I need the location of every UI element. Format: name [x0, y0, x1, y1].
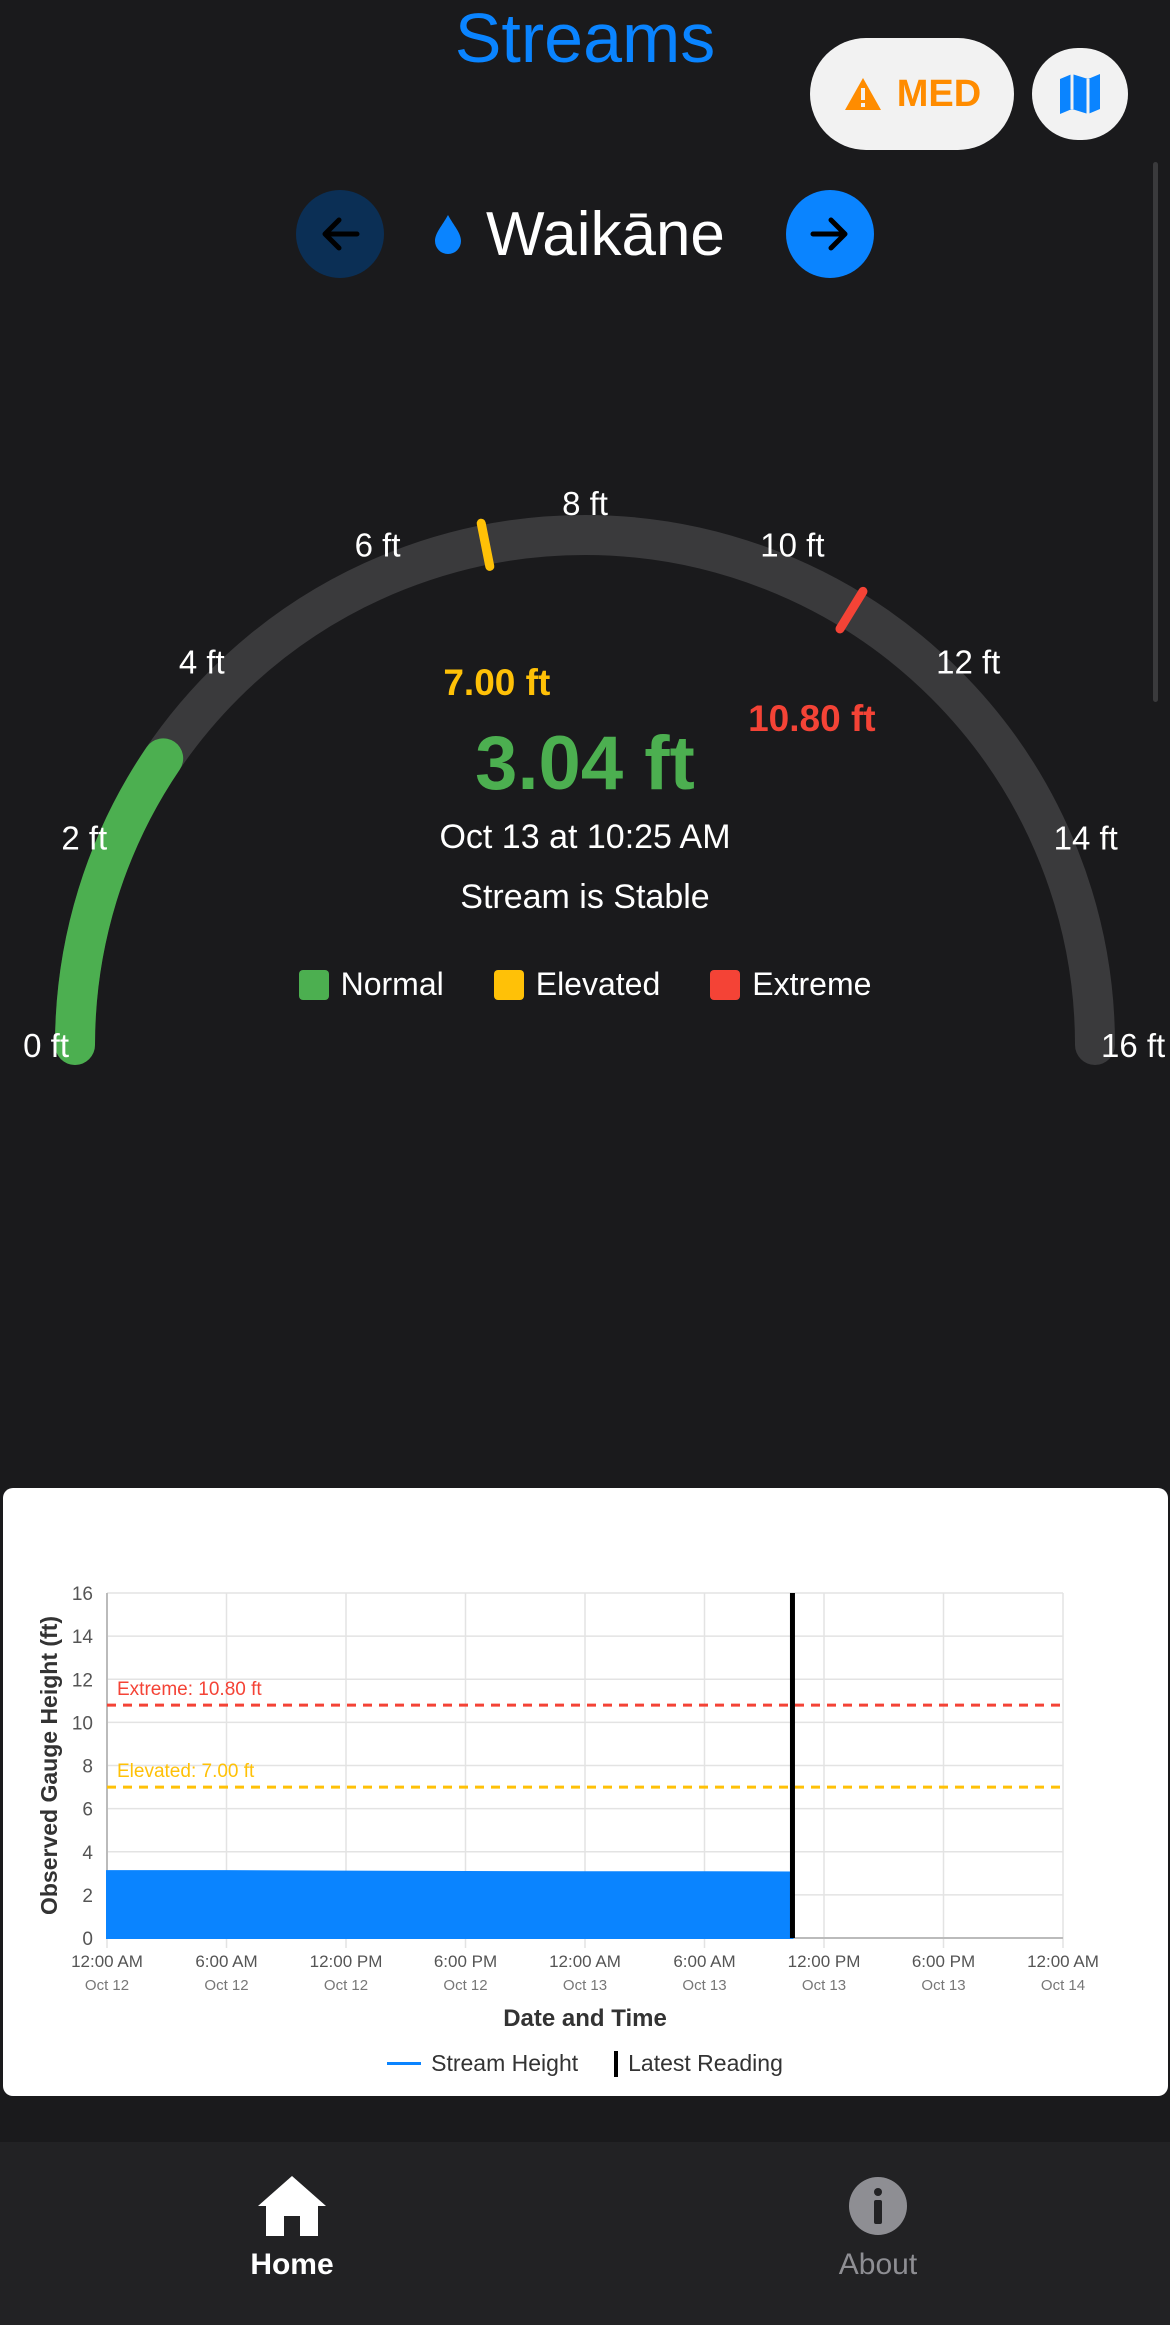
history-chart-card: 0 2 4 6 8 10 12 14 16 12:00 AM Oct 12 6:00 AM Oct 12… — [3, 1488, 1168, 2096]
chart-legend-stream-height: Stream Height — [387, 2050, 578, 2077]
chart-x-tick-time: 12:00 PM — [788, 1952, 861, 1971]
chart-x-tick-date: Oct 14 — [1041, 1977, 1085, 1994]
chart-y-tick-label: 16 — [72, 1584, 93, 1605]
gauge-elevated-label: 7.00 ft — [443, 662, 550, 703]
legend-elevated-label: Elevated — [535, 966, 661, 1002]
next-station-button[interactable] — [786, 190, 874, 278]
gauge-tick-label: 2 ft — [61, 820, 107, 857]
legend-normal: Normal — [298, 966, 444, 1003]
gauge-extreme-marker — [835, 586, 868, 634]
chart-x-tick-time: 6:00 PM — [434, 1952, 497, 1971]
risk-level-button[interactable]: MED — [810, 38, 1014, 150]
water-drop-icon — [435, 215, 461, 254]
chart-x-tick-time: 6:00 AM — [195, 1952, 257, 1971]
chart-x-tick-time: 12:00 AM — [549, 1952, 621, 1971]
chart-x-tick-date: Oct 12 — [85, 1977, 129, 1994]
chart-legend-latest-reading: Latest Reading — [614, 2050, 783, 2077]
gauge-tick-label: 4 ft — [179, 644, 225, 681]
chart-legend: Stream Height Latest Reading — [0, 2050, 1170, 2077]
gauge-tick-label: 8 ft — [562, 485, 608, 522]
extreme-swatch — [710, 969, 741, 1000]
elevated-swatch — [493, 969, 524, 1000]
home-icon — [258, 2176, 326, 2236]
stream-height-gauge: 0 ft 2 ft 4 ft 6 ft 8 ft 10 ft 12 ft 14 ft 16 ft… — [23, 485, 1165, 1065]
chart-x-tick-date: Oct 13 — [921, 1977, 965, 1994]
legend-elevated: Elevated — [493, 966, 661, 1003]
station-title: Waikāne — [430, 196, 725, 272]
gauge-current-fill — [55, 738, 184, 1065]
chart-x-tick-time: 6:00 PM — [912, 1952, 975, 1971]
chart-x-axis-title: Date and Time — [503, 2005, 667, 2032]
chart-y-tick-label: 2 — [82, 1886, 93, 1907]
chart-legend-latest-reading-label: Latest Reading — [628, 2050, 783, 2076]
info-icon — [849, 2177, 907, 2235]
gauge-tick-label: 6 ft — [355, 526, 401, 563]
chart-x-tick-date: Oct 13 — [563, 1977, 607, 1994]
legend-extreme-label: Extreme — [752, 966, 872, 1002]
tab-home-label: Home — [250, 2248, 334, 2281]
chart-y-tick-label: 12 — [72, 1670, 93, 1691]
gauge-legend: Normal Elevated Extreme — [0, 966, 1170, 1003]
risk-level-label: MED — [896, 72, 982, 115]
chart-y-axis-title: Observed Gauge Height (ft) — [36, 1616, 62, 1915]
chart-x-tick-time: 6:00 AM — [673, 1952, 735, 1971]
elevated-threshold-label: Elevated: 7.00 ft — [117, 1761, 255, 1782]
gauge-extreme-label: 10.80 ft — [748, 698, 876, 739]
current-height-value: 3.04 ft — [475, 721, 695, 806]
chart-x-tick-date: Oct 13 — [682, 1977, 726, 1994]
tab-about-label: About — [838, 2248, 918, 2281]
chart-legend-stream-height-label: Stream Height — [431, 2050, 579, 2076]
extreme-threshold-label: Extreme: 10.80 ft — [117, 1679, 262, 1700]
legend-extreme: Extreme — [710, 966, 871, 1003]
reading-timestamp: Oct 13 at 10:25 AM — [439, 818, 731, 856]
chart-y-tick-label: 14 — [72, 1627, 94, 1648]
tab-bar: Home About — [0, 2142, 1170, 2325]
gauge-tick-label: 16 ft — [1101, 1027, 1165, 1064]
chart-y-tick-label: 0 — [82, 1929, 93, 1950]
normal-swatch — [298, 969, 329, 1000]
map-icon — [1060, 74, 1100, 114]
page-title: Streams — [454, 0, 716, 77]
chart-x-tick-date: Oct 13 — [802, 1977, 846, 1994]
gauge-elevated-marker — [476, 518, 495, 571]
gauge-tick-label: 10 ft — [760, 526, 824, 563]
chart-x-tick-time: 12:00 AM — [71, 1952, 143, 1971]
chart-x-tick-date: Oct 12 — [204, 1977, 248, 1994]
previous-station-button[interactable] — [296, 190, 384, 278]
warning-icon — [844, 78, 881, 110]
chart-y-tick-label: 4 — [82, 1843, 93, 1864]
chart-x-tick-time: 12:00 PM — [310, 1952, 383, 1971]
tab-home[interactable]: Home — [142, 2142, 442, 2282]
gauge-tick-label: 12 ft — [936, 644, 1000, 681]
tab-about[interactable]: About — [728, 2142, 1028, 2282]
stream-height-area — [106, 1870, 794, 1939]
chart-y-tick-label: 6 — [82, 1800, 93, 1821]
arrow-right-icon — [810, 217, 848, 251]
chart-x-tick-date: Oct 12 — [443, 1977, 487, 1994]
gauge-tick-label: 0 ft — [23, 1027, 69, 1064]
station-name: Waikāne — [486, 199, 725, 269]
legend-normal-label: Normal — [340, 966, 444, 1002]
stream-height-line-swatch — [387, 2062, 422, 2065]
chart-y-tick-label: 8 — [82, 1757, 93, 1778]
stream-status: Stream is Stable — [460, 878, 710, 916]
latest-reading-line-swatch — [614, 2050, 619, 2077]
scrollbar[interactable] — [1153, 162, 1158, 702]
map-button[interactable] — [1032, 48, 1128, 140]
arrow-left-icon — [322, 217, 360, 251]
chart-y-tick-label: 10 — [72, 1713, 93, 1734]
stream-height-chart: 0 2 4 6 8 10 12 14 16 12:00 AM Oct 12 6:00 AM Oct 12… — [36, 1584, 1099, 2032]
chart-x-tick-time: 12:00 AM — [1027, 1952, 1099, 1971]
gauge-tick-label: 14 ft — [1054, 820, 1118, 857]
chart-x-tick-date: Oct 12 — [324, 1977, 368, 1994]
